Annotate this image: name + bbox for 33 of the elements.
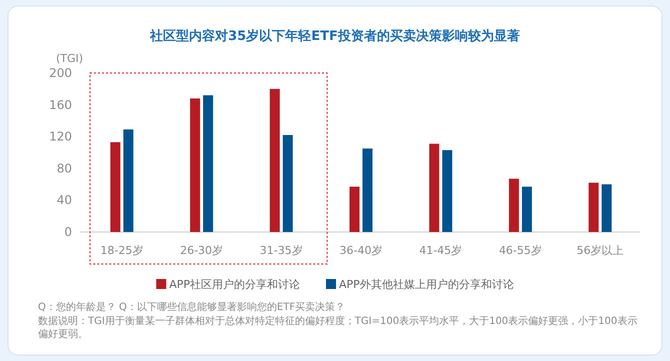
- bar: [429, 144, 440, 232]
- bar: [203, 95, 214, 232]
- y-tick-label: 40: [56, 193, 72, 208]
- bar: [123, 129, 134, 232]
- bar: [190, 98, 200, 232]
- y-axis-title: (TGI): [56, 52, 84, 65]
- bar: [442, 150, 452, 232]
- bar: [588, 182, 599, 232]
- bar: [522, 186, 532, 232]
- bar: [602, 184, 612, 232]
- text: 数据说明：TGI用于衡量某一子群体相对于总体对特定特征的偏好程度；TGI=100表示平均水平，大于100表示偏好更强，小于100表示偏好更弱。: [38, 315, 638, 340]
- x-tick-label: 46-55岁: [498, 244, 542, 257]
- bar: [110, 142, 120, 232]
- text: Q：您的年龄是？ Q：以下哪些信息能够显著影响您的ETF买卖决策？: [38, 301, 346, 313]
- x-tick-label: 56岁以上: [576, 244, 624, 257]
- x-tick-label: 31-35岁: [260, 244, 303, 257]
- bar: [270, 88, 280, 232]
- bar: [282, 135, 293, 232]
- x-tick-label: 18-25岁: [100, 244, 144, 257]
- x-tick-label: 36-40岁: [340, 244, 382, 257]
- legend-label: APP外其他社媒上用户的分享和讨论: [339, 278, 514, 291]
- bar: [350, 186, 360, 232]
- y-tick-label: 120: [49, 130, 72, 144]
- y-tick-label: 0: [64, 225, 72, 239]
- x-tick-label: 26-30岁: [180, 244, 224, 257]
- y-tick-label: 160: [49, 98, 72, 112]
- bar: [362, 148, 372, 232]
- x-tick-label: 41-45岁: [419, 244, 462, 257]
- y-tick-label: 200: [49, 66, 72, 80]
- y-tick-label: 80: [56, 161, 72, 176]
- legend-label: APP社区用户的分享和讨论: [169, 278, 300, 291]
- bar: [508, 178, 519, 232]
- chart-title: 社区型内容对35岁以下年轻ETF投资者的买卖决策影响较为显著: [149, 28, 520, 44]
